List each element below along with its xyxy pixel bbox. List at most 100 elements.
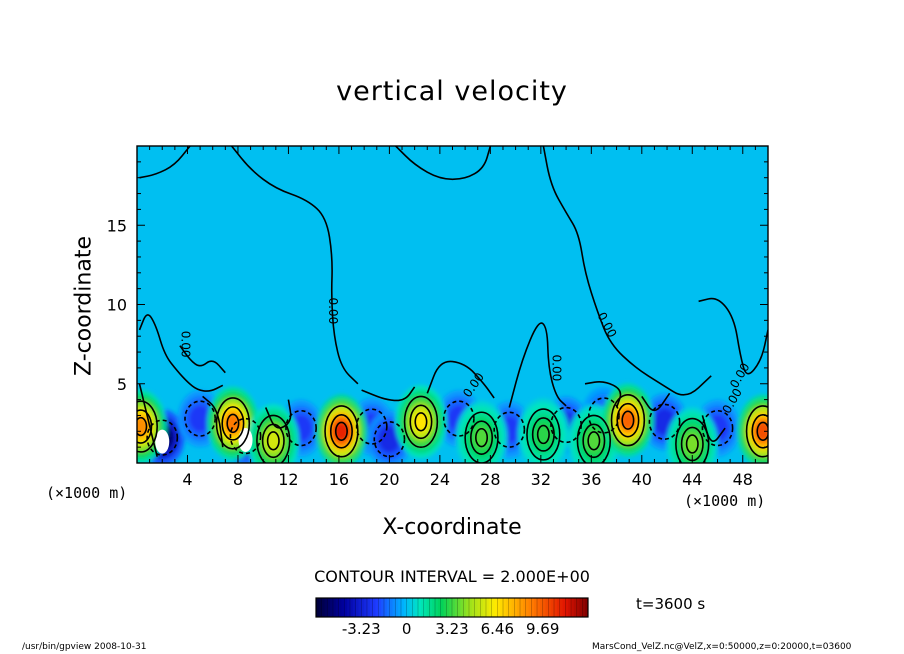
downdraft-contour xyxy=(373,421,406,458)
colorbar-swatch xyxy=(333,598,337,617)
updraft-contour xyxy=(226,413,240,434)
colorbar-tick-label: 3.23 xyxy=(435,620,468,638)
zero-contour-line xyxy=(426,360,495,399)
colorbar-swatch xyxy=(454,598,459,617)
updraft-contour xyxy=(756,421,768,441)
colorbar-swatch xyxy=(403,598,408,617)
colorbar-swatch xyxy=(573,598,578,617)
colorbar-tick-label: -3.23 xyxy=(342,620,381,638)
colorbar-swatch xyxy=(335,598,340,617)
x-tick-label: 20 xyxy=(379,470,399,489)
colorbar-swatch xyxy=(406,598,410,617)
colorbar-tick-label: 6.46 xyxy=(481,620,514,638)
colorbar-swatch xyxy=(358,598,362,617)
zero-contour-line xyxy=(584,380,622,408)
updraft-cell-level xyxy=(586,431,602,451)
updraft-contour xyxy=(582,423,606,459)
colorbar-swatch xyxy=(582,598,586,617)
zero-contour-line xyxy=(264,399,292,429)
zero-contour-line xyxy=(230,146,359,385)
updraft-contour xyxy=(576,414,612,463)
colorbar-swatch xyxy=(480,598,484,617)
colorbar-swatch xyxy=(415,598,419,617)
updraft-contour xyxy=(531,417,555,452)
colorbar-swatch xyxy=(559,598,563,617)
zero-contour-line xyxy=(542,146,712,396)
colorbar-swatch xyxy=(446,598,450,617)
colorbar: -3.23 0 3.23 6.46 9.69 xyxy=(315,597,589,638)
updraft-contour xyxy=(685,434,699,454)
colorbar-swatch xyxy=(463,598,467,617)
zero-contour-line xyxy=(202,395,224,448)
colorbar-swatch xyxy=(409,598,413,617)
updraft-contour xyxy=(215,397,251,450)
time-label: t=3600 s xyxy=(636,595,706,613)
colorbar-swatch xyxy=(367,598,371,617)
colorbar-swatch xyxy=(542,598,546,617)
colorbar-swatch xyxy=(491,598,495,617)
colorbar-swatch xyxy=(497,598,501,617)
colorbar-swatch xyxy=(330,598,334,617)
colorbar-swatch xyxy=(372,598,376,617)
colorbar-swatch xyxy=(571,598,575,617)
colorbar-swatch xyxy=(395,598,399,617)
colorbar-swatch xyxy=(401,598,405,617)
colorbar-swatch xyxy=(554,598,558,617)
colorbar-swatch xyxy=(321,598,325,617)
colorbar-swatch xyxy=(378,598,382,617)
x-tick-label: 44 xyxy=(682,470,702,489)
colorbar-swatch xyxy=(423,598,427,617)
updraft-cell-level xyxy=(684,434,700,454)
colorbar-swatch xyxy=(327,598,331,617)
colorbar-swatch xyxy=(361,598,365,617)
x-tick-label: 12 xyxy=(278,470,298,489)
zero-contour-line xyxy=(641,392,671,412)
velocity-field xyxy=(137,146,768,463)
chart-title: vertical velocity xyxy=(336,76,568,107)
x-tick-label: 36 xyxy=(581,470,601,489)
colorbar-swatch xyxy=(386,598,391,617)
colorbar-swatch xyxy=(338,598,342,617)
updraft-contour xyxy=(266,431,280,451)
colorbar-swatch xyxy=(426,598,430,617)
updraft-contour xyxy=(464,411,499,463)
colorbar-swatch xyxy=(435,598,439,617)
colorbar-swatch xyxy=(556,598,561,617)
x-tick-label: 4 xyxy=(182,470,192,489)
updraft-cell-level xyxy=(333,421,349,441)
colorbar-swatch xyxy=(503,598,507,617)
updraft-contour xyxy=(616,402,640,438)
colorbar-swatch xyxy=(412,598,416,617)
colorbar-swatch xyxy=(316,598,320,617)
colorbar-swatch xyxy=(483,598,487,617)
footer-data-source: MarsCond_VelZ.nc@VelZ,x=0:50000,z=0:2000… xyxy=(592,642,852,652)
colorbar-swatch xyxy=(437,598,442,617)
updraft-contour xyxy=(587,431,601,451)
colorbar-swatch xyxy=(508,598,512,617)
updraft-cell-level xyxy=(265,431,281,451)
colorbar-swatch xyxy=(539,598,544,617)
downdraft-contour xyxy=(229,417,262,455)
updraft-contour xyxy=(675,417,710,463)
colorbar-swatch xyxy=(452,598,456,617)
colorbar-swatch xyxy=(548,598,552,617)
x-unit-label-right: (×1000 m) xyxy=(684,492,766,510)
updraft-contour xyxy=(334,421,348,441)
updraft-contour xyxy=(403,395,439,448)
downdraft-contour xyxy=(146,419,179,456)
x-tick-label: 40 xyxy=(632,470,652,489)
contour-interval-label: CONTOUR INTERVAL = 2.000E+00 xyxy=(314,567,590,586)
updraft-contour xyxy=(621,410,635,430)
colorbar-swatch xyxy=(568,598,572,617)
updraft-contour xyxy=(536,424,550,445)
x-tick-label: 8 xyxy=(233,470,243,489)
colorbar-swatch xyxy=(545,598,549,617)
colorbar-swatch xyxy=(389,598,393,617)
updraft-contour xyxy=(475,427,489,448)
updraft-contour xyxy=(745,405,768,458)
colorbar-swatch xyxy=(324,598,328,617)
colorbar-tick-label: 0 xyxy=(402,620,412,638)
colorbar-swatch xyxy=(392,598,396,617)
colorbar-swatch xyxy=(486,598,490,617)
